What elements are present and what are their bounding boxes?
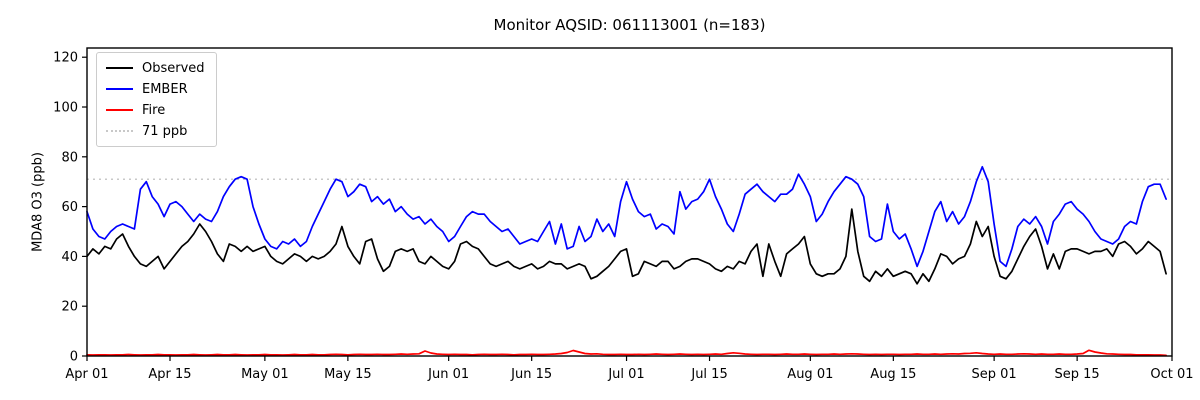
legend-item-71-ppb: 71 ppb <box>106 123 205 139</box>
x-tick-label: Sep 15 <box>1055 367 1100 382</box>
x-tick-label: May 01 <box>241 367 289 382</box>
x-tick-label: Jul 01 <box>607 367 644 382</box>
legend: Observed EMBER Fire 71 ppb <box>96 52 217 147</box>
x-axis-ticks: Apr 01 Apr 15 May 01 May 15 Jun 01 Jun 15 Jul … <box>65 356 1194 382</box>
x-tick-label: Apr 01 <box>65 367 108 382</box>
plot-frame <box>86 47 1173 357</box>
legend-label: Observed <box>142 60 205 76</box>
x-tick-label: Apr 15 <box>148 367 191 382</box>
x-tick-label: Jun 01 <box>427 367 469 382</box>
y-tick-label: 120 <box>53 51 78 66</box>
x-tick-label: Sep 01 <box>972 367 1017 382</box>
x-tick-label: Aug 15 <box>870 367 916 382</box>
y-tick-label: 20 <box>61 300 78 315</box>
x-tick-label: Aug 01 <box>787 367 833 382</box>
x-tick-label: Oct 01 <box>1150 367 1193 382</box>
series-line-fire <box>86 349 1167 357</box>
legend-label: 71 ppb <box>142 123 188 139</box>
x-tick-label: Jul 15 <box>690 367 727 382</box>
x-tick-label: Jun 15 <box>510 367 552 382</box>
chart-title: Monitor AQSID: 061113001 (n=183) <box>493 16 766 34</box>
y-tick-label: 60 <box>61 200 78 215</box>
legend-item-fire: Fire <box>106 102 205 118</box>
legend-label: Fire <box>142 102 166 118</box>
y-axis-ticks: 0 20 40 60 80 100 120 <box>53 51 87 365</box>
y-tick-label: 80 <box>61 150 78 165</box>
legend-line-swatch <box>106 130 133 132</box>
y-tick-label: 0 <box>70 350 78 365</box>
y-tick-label: 40 <box>61 250 78 265</box>
legend-line-swatch <box>106 67 133 69</box>
series-line-ember <box>86 165 1167 268</box>
legend-item-ember: EMBER <box>106 81 205 97</box>
legend-label: EMBER <box>142 81 188 97</box>
legend-item-observed: Observed <box>106 60 205 76</box>
legend-line-swatch <box>106 88 133 90</box>
x-tick-label: May 15 <box>324 367 372 382</box>
y-tick-label: 100 <box>53 101 78 116</box>
series-line-observed <box>86 208 1167 285</box>
legend-line-swatch <box>106 109 133 111</box>
